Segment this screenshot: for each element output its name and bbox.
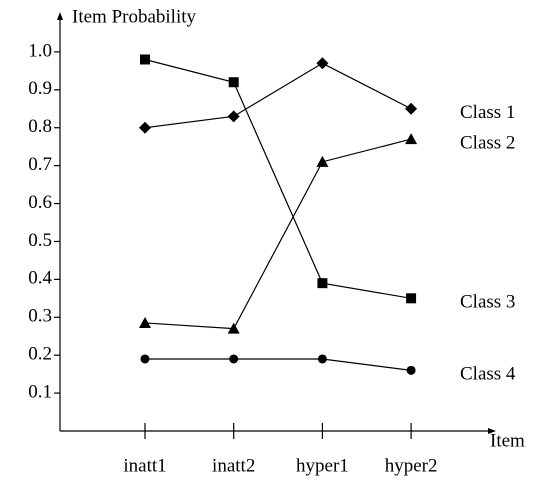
y-tick-label: 0.9 bbox=[28, 78, 52, 99]
y-arrow bbox=[57, 12, 63, 20]
marker bbox=[140, 354, 150, 364]
marker bbox=[228, 77, 239, 88]
marker bbox=[316, 155, 329, 167]
y-tick-label: 0.4 bbox=[28, 268, 52, 289]
legend-label: Class 2 bbox=[460, 132, 515, 153]
y-axis-label: Item Probability bbox=[72, 6, 197, 27]
y-tick-label: 0.3 bbox=[28, 306, 52, 327]
marker bbox=[139, 316, 151, 328]
series-line bbox=[144, 62, 412, 129]
y-tick-label: 0.6 bbox=[28, 192, 52, 213]
marker bbox=[139, 121, 151, 134]
y-tick-label: 1.0 bbox=[28, 40, 52, 61]
x-axis-label: Item bbox=[490, 430, 525, 451]
legend-label: Class 1 bbox=[460, 102, 515, 123]
legend-label: Class 3 bbox=[460, 292, 515, 313]
legend-label: Class 4 bbox=[460, 364, 516, 385]
x-tick-label: hyper1 bbox=[296, 455, 349, 476]
x-arrow bbox=[488, 428, 496, 434]
marker bbox=[229, 354, 239, 364]
y-tick-label: 0.2 bbox=[28, 344, 52, 365]
series-line bbox=[144, 58, 412, 299]
y-tick-label: 0.8 bbox=[28, 116, 52, 137]
y-tick-label: 0.1 bbox=[28, 381, 52, 402]
x-tick-label: hyper2 bbox=[385, 455, 438, 476]
marker bbox=[317, 354, 327, 364]
marker bbox=[406, 365, 416, 375]
marker bbox=[227, 110, 240, 123]
marker bbox=[316, 57, 329, 70]
y-tick-label: 0.7 bbox=[28, 154, 52, 175]
marker bbox=[405, 102, 418, 115]
y-tick-label: 0.5 bbox=[28, 230, 52, 251]
marker bbox=[140, 54, 150, 65]
marker bbox=[317, 278, 328, 289]
marker bbox=[405, 133, 418, 145]
x-tick-label: inatt2 bbox=[212, 455, 255, 476]
series-line bbox=[144, 138, 412, 330]
x-tick-label: inatt1 bbox=[123, 455, 166, 476]
marker bbox=[406, 293, 417, 304]
series-line bbox=[145, 358, 412, 371]
marker bbox=[227, 322, 240, 334]
